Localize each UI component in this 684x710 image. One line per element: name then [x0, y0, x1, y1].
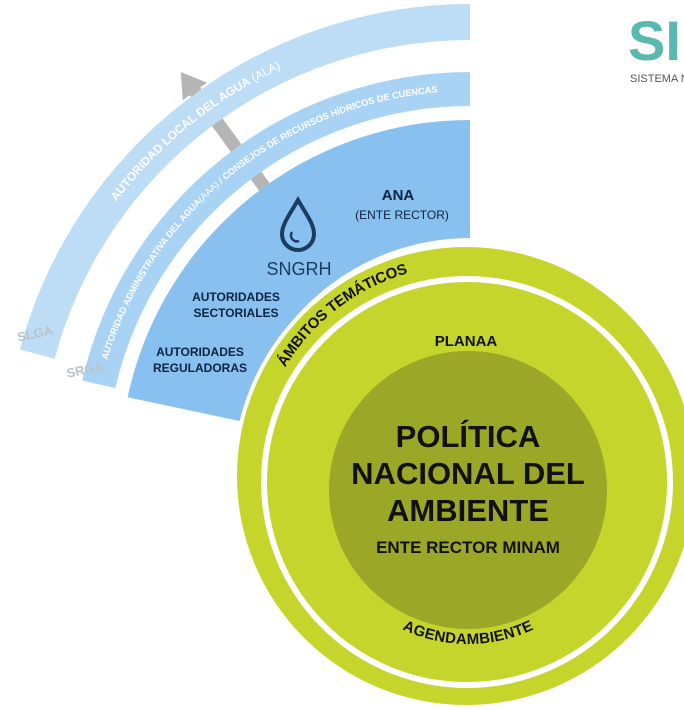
planaa: PLANAA — [435, 333, 498, 350]
center-circle — [329, 351, 607, 629]
center-line-3: AMBIENTE — [387, 493, 549, 528]
ana-title: ANA — [382, 187, 415, 204]
slga-label: SLGA — [16, 322, 55, 344]
ana-subtitle: (ENTE RECTOR) — [355, 208, 449, 222]
sectoral-line-2: SECTORIALES — [193, 306, 278, 320]
arrow-head — [180, 71, 208, 101]
regulatory-line-1: AUTORIDADES — [156, 345, 244, 359]
srga-band — [82, 72, 470, 389]
sectoral-line-1: AUTORIDADES — [192, 290, 280, 304]
white-ring — [261, 276, 673, 688]
center-line-1: POLÍTICA — [396, 419, 541, 454]
center-line-2: NACIONAL DEL — [351, 456, 585, 491]
regulatory-line-2: REGULADORAS — [153, 361, 247, 375]
logo-subtitle: SISTEMA NA — [630, 73, 684, 85]
logo-mark: SI — [628, 9, 681, 72]
sngrh-band — [127, 120, 470, 422]
water-drop-shine — [289, 231, 300, 243]
sngrh-label: SNGRH — [266, 259, 331, 279]
slga-band — [19, 4, 470, 359]
water-drop-icon — [279, 195, 317, 252]
center-subtitle: ENTE RECTOR MINAM — [376, 538, 560, 557]
